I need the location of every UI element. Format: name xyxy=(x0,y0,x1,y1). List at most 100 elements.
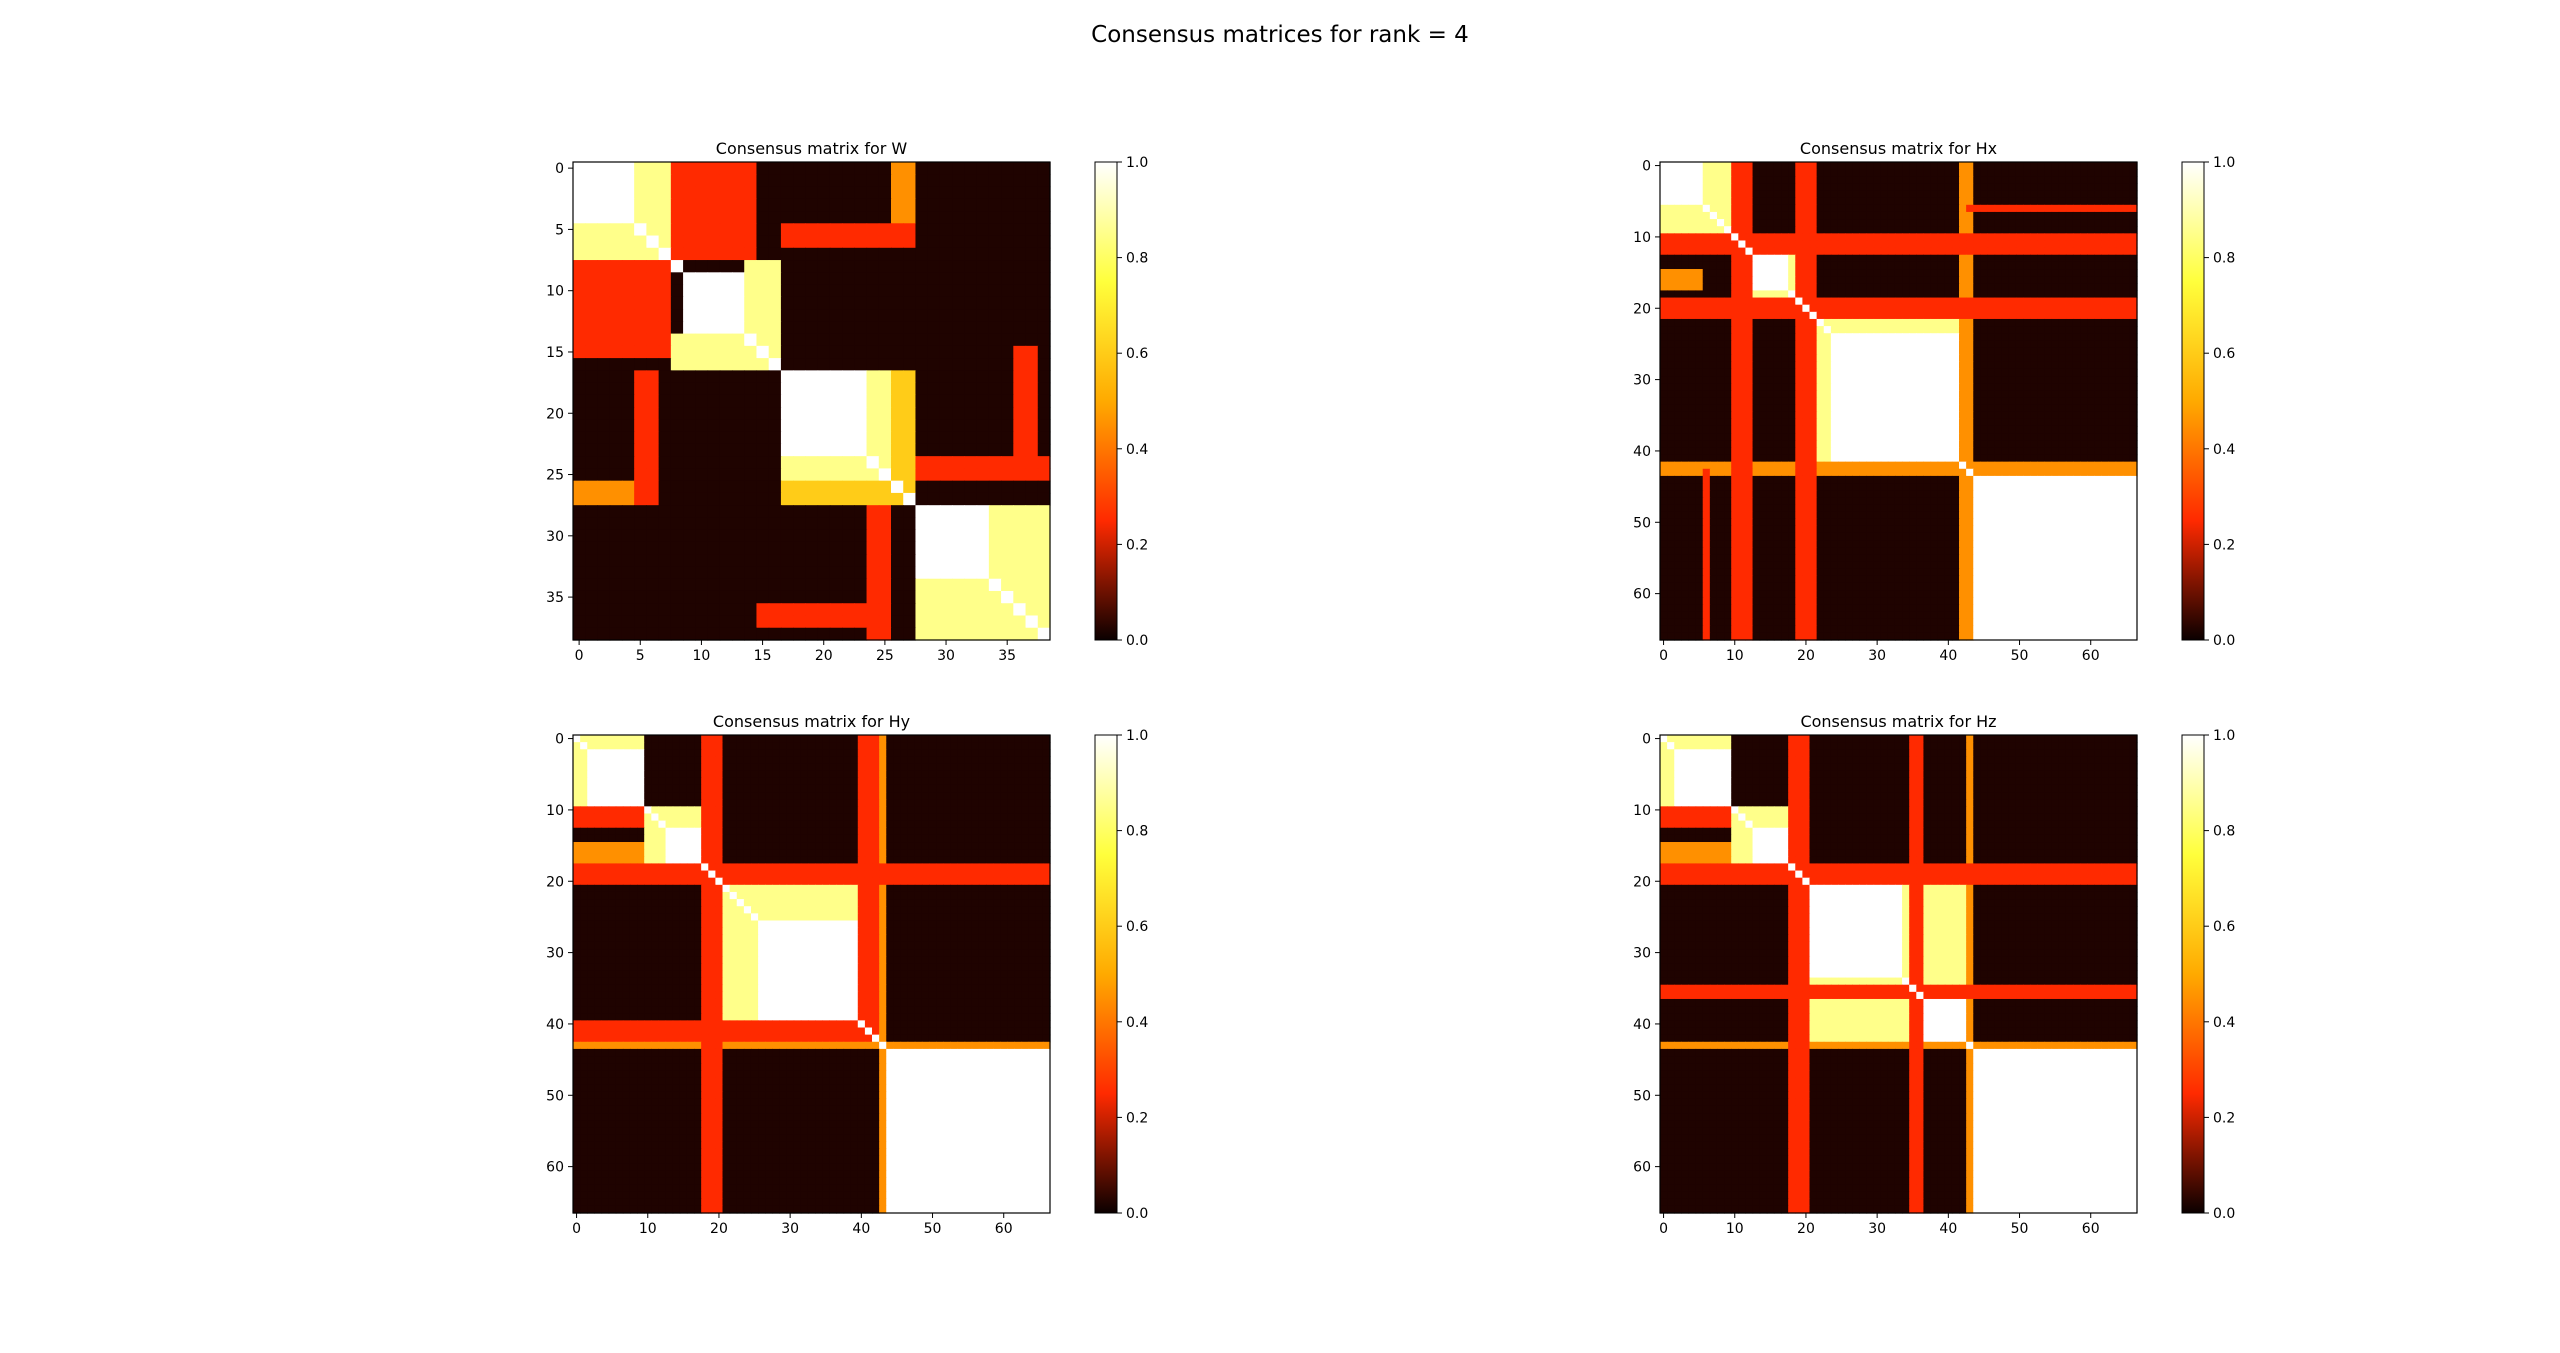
heatmap-cell xyxy=(1025,578,1039,592)
heatmap-cell xyxy=(829,358,843,371)
heatmap-cell xyxy=(1937,454,1946,463)
heatmap-cell xyxy=(2080,240,2088,249)
heatmap-cell xyxy=(1987,304,1996,313)
heatmap-cell xyxy=(915,541,929,555)
heatmap-cell xyxy=(1695,475,1704,484)
heatmap-cell xyxy=(1887,490,1896,498)
heatmap-cell xyxy=(2058,211,2067,220)
heatmap-cell xyxy=(1795,183,1803,192)
heatmap-cell xyxy=(2030,504,2038,513)
heatmap-cell xyxy=(903,615,917,629)
heatmap-cell xyxy=(658,358,672,371)
heatmap-cell xyxy=(1966,297,1974,306)
heatmap-cell xyxy=(903,296,917,310)
heatmap-cell xyxy=(1894,226,1903,234)
heatmap-cell xyxy=(1973,511,1981,520)
heatmap-cell xyxy=(707,382,721,396)
heatmap-cell xyxy=(939,566,953,580)
heatmap-cell xyxy=(1909,475,1917,484)
heatmap-cell xyxy=(2030,347,2038,356)
heatmap-cell xyxy=(1773,404,1782,413)
heatmap-cell xyxy=(1837,354,1846,363)
heatmap-cell xyxy=(854,407,868,420)
heatmap-cell xyxy=(768,480,782,494)
heatmap-cell xyxy=(817,431,831,445)
heatmap-cell xyxy=(2023,240,2031,249)
heatmap-cell xyxy=(1667,418,1675,427)
heatmap-cell xyxy=(1923,368,1932,377)
heatmap-cell xyxy=(2094,497,2102,506)
heatmap-cell xyxy=(1766,211,1775,220)
heatmap-cell xyxy=(2129,490,2138,498)
heatmap-cell xyxy=(1837,269,1846,277)
heatmap-cell xyxy=(1781,197,1789,206)
heatmap-cell xyxy=(1667,297,1675,306)
heatmap-cell xyxy=(670,603,684,617)
heatmap-cell xyxy=(2051,162,2060,170)
heatmap-cell xyxy=(2015,475,2024,484)
heatmap-cell xyxy=(2094,169,2102,177)
heatmap-cell xyxy=(2037,304,2046,313)
heatmap-cell xyxy=(988,541,1002,555)
heatmap-cell xyxy=(707,162,721,175)
heatmap-cell xyxy=(1966,276,1974,284)
heatmap-cell xyxy=(1951,404,1960,413)
heatmap-cell xyxy=(2058,383,2067,391)
heatmap-cell xyxy=(1909,318,1917,327)
heatmap-cell xyxy=(1816,368,1825,377)
heatmap-cell xyxy=(2108,376,2117,384)
heatmap-cell xyxy=(634,358,647,371)
heatmap-cell xyxy=(878,333,892,347)
heatmap-cell xyxy=(1930,183,1939,192)
heatmap-cell xyxy=(1859,347,1868,356)
heatmap-cell xyxy=(1937,354,1946,363)
heatmap-cell xyxy=(1752,318,1761,327)
heatmap-cell xyxy=(1987,261,1996,270)
heatmap-cell xyxy=(878,235,892,249)
heatmap-cell xyxy=(2094,490,2102,498)
heatmap-cell xyxy=(2122,204,2131,213)
heatmap-cell xyxy=(1894,440,1903,448)
heatmap-cell xyxy=(2023,176,2031,184)
heatmap-cell xyxy=(1752,475,1761,484)
heatmap-cell xyxy=(1980,454,1989,463)
heatmap-cell xyxy=(1852,183,1860,192)
heatmap-cell xyxy=(1667,468,1675,477)
heatmap-cell xyxy=(1923,190,1932,199)
heatmap-cell xyxy=(2044,304,2053,313)
heatmap-cell xyxy=(1987,269,1996,277)
heatmap-cell xyxy=(585,492,599,506)
heatmap-cell xyxy=(1930,269,1939,277)
heatmap-cell xyxy=(891,309,904,322)
heatmap-cell xyxy=(1859,447,1868,456)
heatmap-cell xyxy=(866,431,880,445)
heatmap-cell xyxy=(2122,211,2131,220)
heatmap-cell xyxy=(2122,269,2131,277)
heatmap-cell xyxy=(817,394,831,408)
heatmap-cell xyxy=(1809,497,1818,506)
heatmap-cell xyxy=(1859,340,1868,349)
heatmap-cell xyxy=(1773,204,1782,213)
heatmap-cell xyxy=(1013,321,1027,335)
heatmap-cell xyxy=(2058,176,2067,184)
heatmap-cell xyxy=(891,419,904,433)
heatmap-cell xyxy=(732,566,745,580)
heatmap-cell xyxy=(1695,397,1704,406)
heatmap-cell xyxy=(854,223,868,237)
heatmap-cell xyxy=(1738,333,1747,341)
heatmap-cell xyxy=(1681,483,1690,491)
heatmap-cell xyxy=(1788,183,1796,192)
heatmap-cell xyxy=(2037,483,2046,491)
heatmap-cell xyxy=(1966,211,1974,220)
heatmap-cell xyxy=(609,162,623,175)
heatmap-cell xyxy=(2101,447,2110,456)
heatmap-cell xyxy=(1752,176,1761,184)
heatmap-cell xyxy=(1674,347,1682,356)
heatmap-cell xyxy=(573,296,586,310)
heatmap-cell xyxy=(707,309,721,322)
heatmap-cell xyxy=(707,517,721,531)
heatmap-cell xyxy=(573,529,586,543)
heatmap-cell xyxy=(1702,440,1711,448)
heatmap-cell xyxy=(634,272,647,286)
heatmap-cell xyxy=(2030,418,2038,427)
